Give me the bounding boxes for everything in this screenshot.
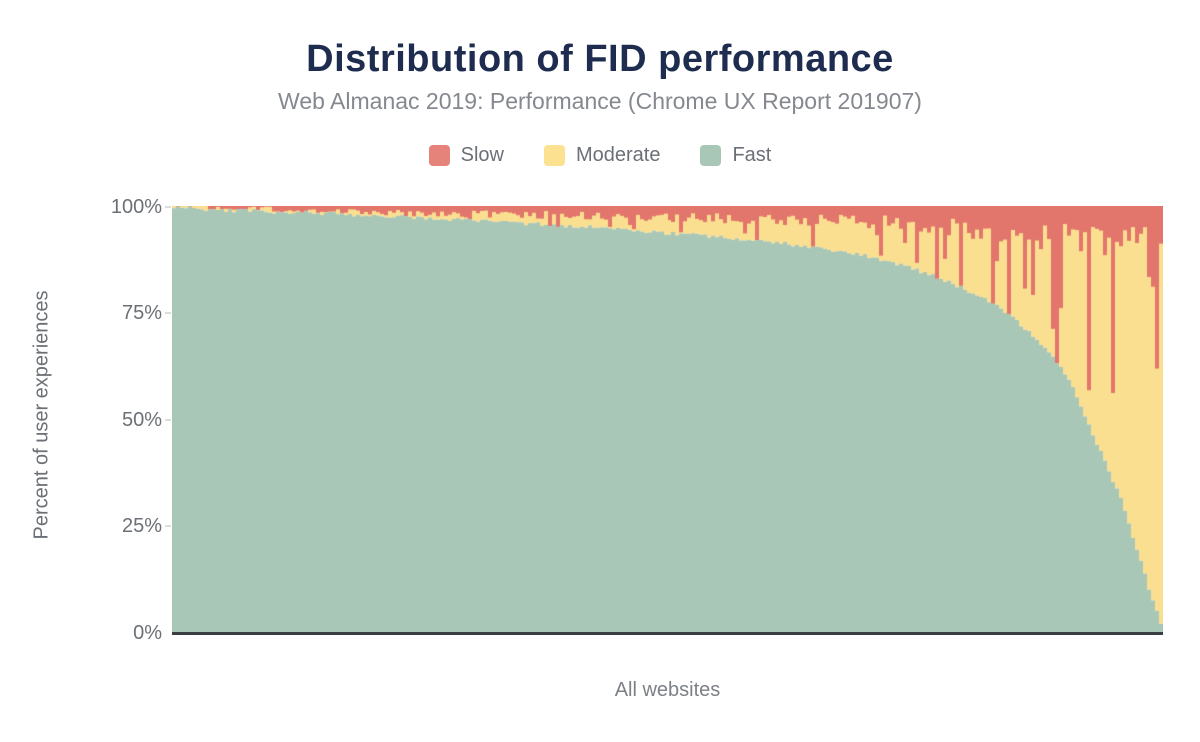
y-tick-label-50: 50% <box>121 409 162 431</box>
y-tick-mark <box>165 206 171 208</box>
x-axis-title: All websites <box>614 679 721 701</box>
legend-item-fast: Fast <box>700 144 771 167</box>
y-tick-label-0: 0% <box>133 622 162 644</box>
y-tick-label-75: 75% <box>121 302 162 324</box>
legend-item-moderate: Moderate <box>543 144 661 167</box>
chart-title: Distribution of FID performance <box>306 38 894 80</box>
y-tick-mark <box>165 525 171 527</box>
stacked-bar-chart <box>172 206 1163 633</box>
legend-label-fast: Fast <box>732 144 772 166</box>
legend-swatch-moderate-icon <box>543 145 565 166</box>
y-tick-label-25: 25% <box>121 515 162 537</box>
chart-subtitle: Web Almanac 2019: Performance (Chrome UX… <box>278 88 922 114</box>
legend-item-slow: Slow <box>428 144 504 167</box>
legend: Slow Moderate Fast <box>0 144 1200 167</box>
y-tick-mark <box>165 419 171 421</box>
legend-label-moderate: Moderate <box>575 144 661 166</box>
y-tick-label-100: 100% <box>110 196 162 218</box>
legend-swatch-slow-icon <box>428 145 450 166</box>
y-axis-title: Percent of user experiences <box>30 290 53 540</box>
legend-label-slow: Slow <box>460 144 504 166</box>
y-tick-mark <box>165 312 171 314</box>
x-axis-line <box>172 632 1163 635</box>
legend-swatch-fast-icon <box>700 145 722 166</box>
plot-area <box>172 206 1163 633</box>
